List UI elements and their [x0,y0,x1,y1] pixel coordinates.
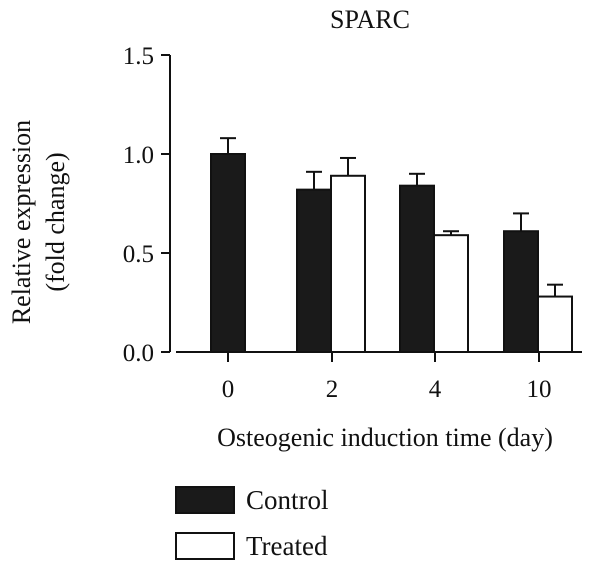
y-tick-label: 0.0 [123,340,154,367]
legend-label-control: Control [246,485,329,515]
control-bar [503,230,539,353]
y-tick-label: 0.5 [123,241,154,268]
control-bar [399,184,435,353]
legend-label-treated: Treated [246,531,328,561]
treated-bar [433,234,469,353]
y-tick-label: 1.0 [123,142,154,169]
treated-bar [537,295,573,353]
legend: Control Treated [175,485,329,561]
legend-swatch-control [175,486,235,514]
tick-labels: 0.0 0.5 1.0 1.5 0 2 4 10 [123,43,552,403]
x-tick-label: 10 [527,376,552,403]
y-tick-label: 1.5 [123,43,154,70]
x-tick-label: 2 [326,376,339,403]
y-axis-label-line1: Relative expression [7,120,36,324]
x-tick-label: 0 [222,376,235,403]
treated-bar [330,174,366,353]
control-bar [296,188,332,353]
x-tick-label: 4 [429,376,442,403]
y-axis-label-line2: (fold change) [41,152,70,291]
chart-title: SPARC [330,5,410,34]
legend-swatch-treated [175,532,235,560]
y-axis-label: Relative expression (fold change) [7,120,70,324]
bars [210,137,573,353]
control-bar [210,153,246,353]
x-axis-label: Osteogenic induction time (day) [217,423,553,452]
